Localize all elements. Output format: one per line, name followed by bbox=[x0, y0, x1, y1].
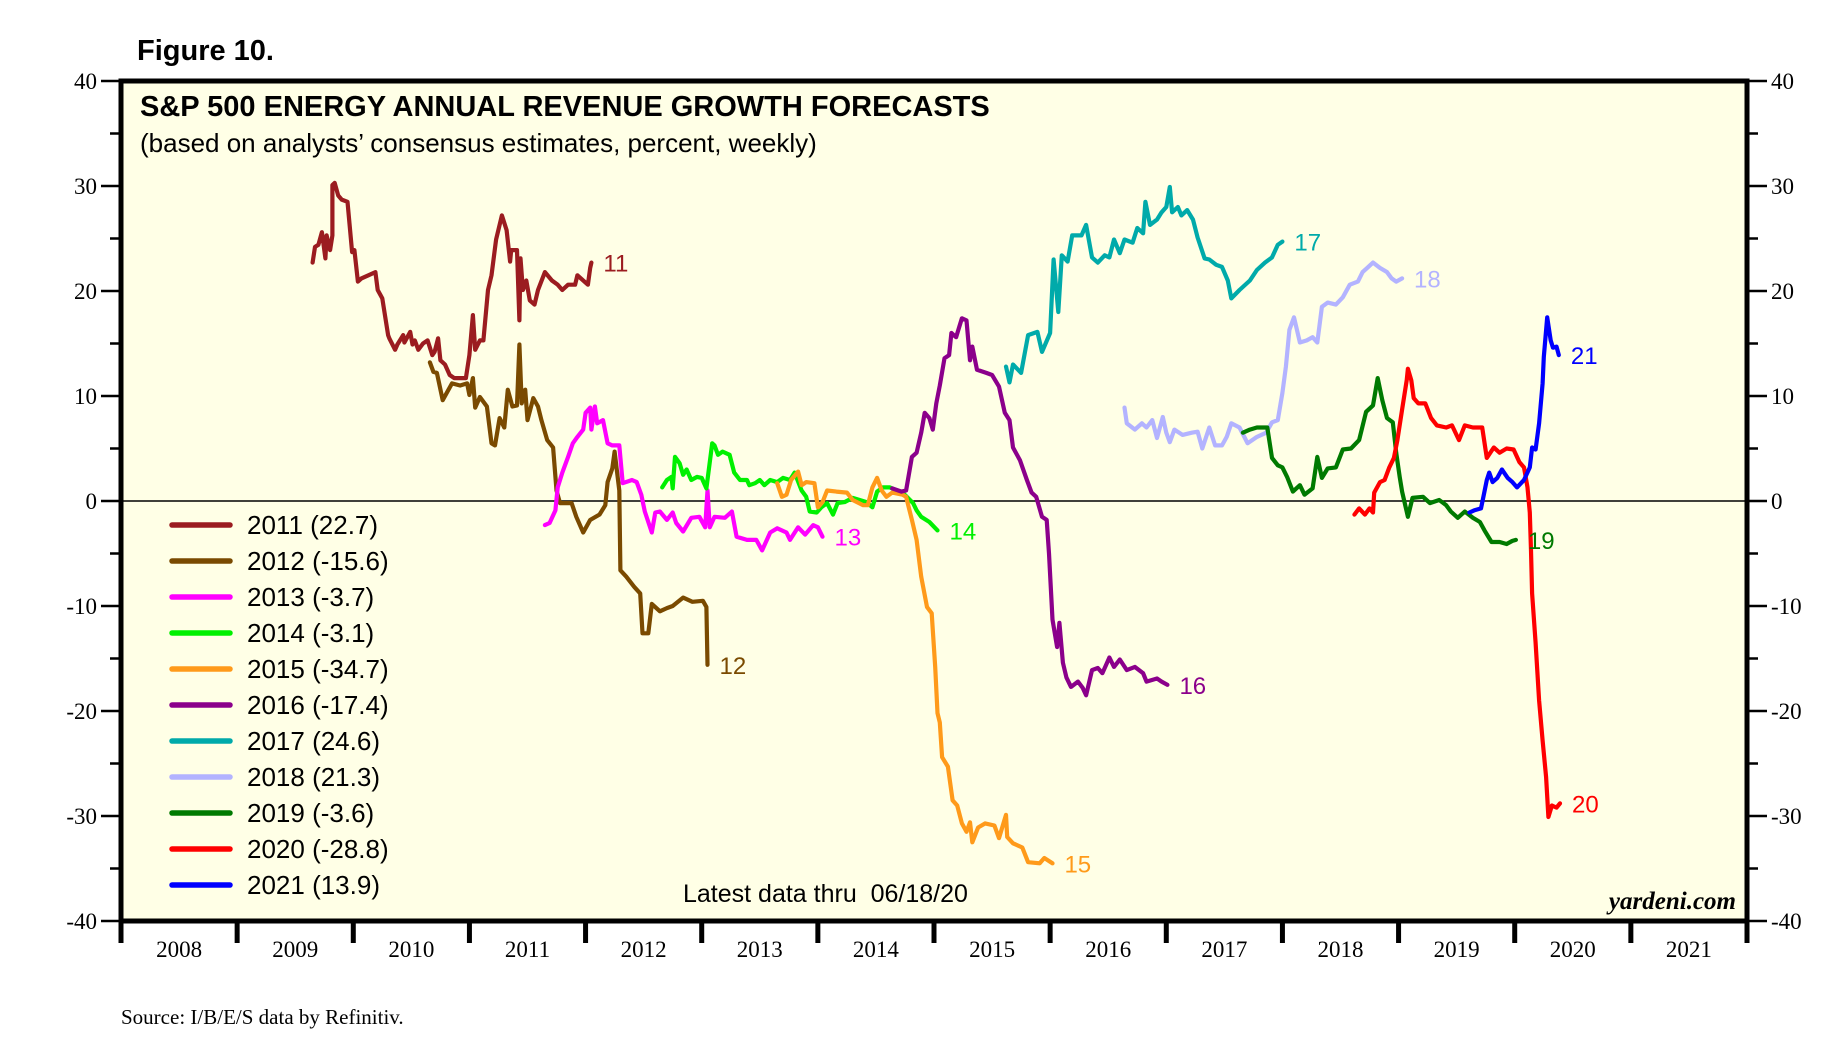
series-line-2013 bbox=[542, 404, 825, 553]
y-tick-label: 10 bbox=[74, 384, 97, 409]
y-tick-label-right: -10 bbox=[1771, 594, 1802, 619]
series-line-2015 bbox=[775, 469, 1055, 866]
y-tick-label-right: 40 bbox=[1771, 69, 1794, 94]
y-tick-label: -30 bbox=[66, 804, 97, 829]
series-line-2012 bbox=[427, 342, 710, 667]
y-axis-right: 40 30 20 10 0 -10 -20 -30 -40 bbox=[1747, 69, 1802, 934]
x-tick-label: 2009 bbox=[272, 937, 318, 962]
x-tick-label: 2015 bbox=[969, 937, 1015, 962]
legend-label-2014: 2014 (-3.1) bbox=[247, 618, 374, 648]
y-tick-label-right: 10 bbox=[1771, 384, 1794, 409]
series-line-2016 bbox=[890, 316, 1170, 698]
y-tick-label-right: -20 bbox=[1771, 699, 1802, 724]
y-tick-label: 40 bbox=[74, 69, 97, 94]
series-end-label-2016: 16 bbox=[1179, 673, 1206, 700]
series-end-label-2013: 13 bbox=[835, 525, 862, 552]
x-axis: 2008 2009 2010 2011 2012 2013 2014 2015 2016 2017… bbox=[118, 921, 1750, 962]
y-axis-left: 40 30 20 10 0 -10 -20 -30 -40 bbox=[66, 69, 121, 934]
x-tick-label: 2013 bbox=[737, 937, 783, 962]
legend-label-2015: 2015 (-34.7) bbox=[247, 654, 389, 684]
series-end-label-2019: 19 bbox=[1528, 528, 1555, 555]
y-tick-label-right: -40 bbox=[1771, 909, 1802, 934]
series-end-label-2012: 12 bbox=[720, 653, 747, 680]
x-tick-label: 2016 bbox=[1085, 937, 1131, 962]
legend-label-2013: 2013 (-3.7) bbox=[247, 582, 374, 612]
legend-label-2012: 2012 (-15.6) bbox=[247, 546, 389, 576]
series-end-label-2020: 20 bbox=[1572, 791, 1599, 818]
figure-label: Figure 10. bbox=[137, 35, 274, 67]
x-tick-label: 2011 bbox=[505, 937, 550, 962]
legend-label-2021: 2021 (13.9) bbox=[247, 870, 380, 900]
y-tick-label: -20 bbox=[66, 699, 97, 724]
chart-subtitle: (based on analysts’ consensus estimates,… bbox=[140, 128, 817, 158]
y-tick-label-right: -30 bbox=[1771, 804, 1802, 829]
x-tick-label: 2019 bbox=[1434, 937, 1480, 962]
source-note: Source: I/B/E/S data by Refinitiv. bbox=[121, 1005, 404, 1029]
series-end-label-2017: 17 bbox=[1294, 230, 1321, 257]
legend-label-2011: 2011 (22.7) bbox=[247, 510, 378, 540]
x-tick-label: 2017 bbox=[1201, 937, 1247, 962]
legend-label-2016: 2016 (-17.4) bbox=[247, 690, 389, 720]
series-end-label-2021: 21 bbox=[1571, 343, 1598, 370]
series-line-2021 bbox=[1467, 315, 1561, 515]
series-lines bbox=[310, 180, 1563, 866]
x-tick-label: 2010 bbox=[388, 937, 434, 962]
series-end-label-2018: 18 bbox=[1414, 266, 1441, 293]
legend-label-2019: 2019 (-3.6) bbox=[247, 798, 374, 828]
y-tick-label-right: 30 bbox=[1771, 174, 1794, 199]
series-end-labels: 11 12 13 14 15 16 17 18 19 20 21 bbox=[603, 230, 1598, 879]
chart-title: S&P 500 ENERGY ANNUAL REVENUE GROWTH FOR… bbox=[140, 91, 990, 123]
series-end-label-2015: 15 bbox=[1064, 851, 1091, 878]
legend-label-2018: 2018 (21.3) bbox=[247, 762, 380, 792]
y-tick-label: 30 bbox=[74, 174, 97, 199]
series-line-2020 bbox=[1352, 366, 1563, 820]
series-line-2019 bbox=[1240, 376, 1518, 547]
series-line-2011 bbox=[310, 180, 594, 381]
x-tick-label: 2020 bbox=[1550, 937, 1596, 962]
x-tick-label: 2008 bbox=[156, 937, 202, 962]
y-tick-label-right: 20 bbox=[1771, 279, 1794, 304]
legend-label-2020: 2020 (-28.8) bbox=[247, 834, 389, 864]
legend: 2011 (22.7) 2012 (-15.6) 2013 (-3.7) 2014 (… bbox=[169, 510, 389, 900]
brand-watermark: yardeni.com bbox=[1606, 888, 1736, 915]
series-line-2017 bbox=[1003, 184, 1285, 385]
y-tick-label-right: 0 bbox=[1771, 489, 1783, 514]
x-tick-label: 2021 bbox=[1666, 937, 1712, 962]
y-tick-label: 20 bbox=[74, 279, 97, 304]
series-end-label-2014: 14 bbox=[949, 518, 976, 545]
y-tick-label: -10 bbox=[66, 594, 97, 619]
y-tick-label: -40 bbox=[66, 909, 97, 934]
y-tick-label: 0 bbox=[86, 489, 98, 514]
x-tick-label: 2012 bbox=[621, 937, 667, 962]
x-tick-label: 2014 bbox=[853, 937, 900, 962]
series-end-label-2011: 11 bbox=[603, 251, 628, 278]
x-tick-label: 2018 bbox=[1318, 937, 1364, 962]
latest-data-note: Latest data thru 06/18/20 bbox=[683, 880, 968, 908]
plot-frame bbox=[118, 78, 1750, 924]
legend-label-2017: 2017 (24.6) bbox=[247, 726, 380, 756]
